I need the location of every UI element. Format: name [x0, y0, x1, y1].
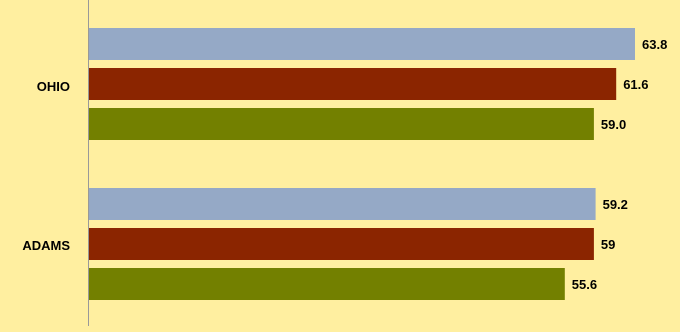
value-label-ohio-2: 61.6 [623, 77, 648, 92]
bars-group [89, 28, 635, 300]
bar-ohio-1 [89, 28, 635, 60]
value-label-adams-3: 55.6 [572, 277, 597, 292]
category-label-adams: ADAMS [22, 238, 70, 253]
bar-adams-2 [89, 228, 594, 260]
bar-adams-1 [89, 188, 596, 220]
value-label-ohio-3: 59.0 [601, 117, 626, 132]
category-label-ohio: OHIO [37, 79, 70, 94]
value-labels-group: 63.8 61.6 59.0 59.2 59 55.6 [572, 37, 668, 292]
bar-adams-3 [89, 268, 565, 300]
value-label-adams-2: 59 [601, 237, 615, 252]
value-label-ohio-1: 63.8 [642, 37, 667, 52]
value-label-adams-1: 59.2 [603, 197, 628, 212]
bar-ohio-2 [89, 68, 617, 100]
category-labels-group: OHIO ADAMS [22, 79, 70, 253]
bar-ohio-3 [89, 108, 594, 140]
